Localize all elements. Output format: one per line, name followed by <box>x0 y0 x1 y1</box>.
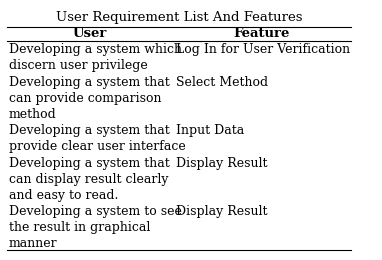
Text: Developing a system that
provide clear user interface: Developing a system that provide clear u… <box>9 124 186 153</box>
Text: Select Method: Select Method <box>176 75 268 88</box>
Text: Log In for User Verification: Log In for User Verification <box>176 43 350 56</box>
Text: User: User <box>73 27 107 40</box>
Text: Input Data: Input Data <box>176 124 244 137</box>
Text: Display Result: Display Result <box>176 205 267 218</box>
Text: Developing a system that
can display result clearly
and easy to read.: Developing a system that can display res… <box>9 157 170 202</box>
Text: User Requirement List And Features: User Requirement List And Features <box>56 11 303 24</box>
Text: Developing a system to see
the result in graphical
manner: Developing a system to see the result in… <box>9 205 182 250</box>
Text: Feature: Feature <box>234 27 290 40</box>
Text: Display Result: Display Result <box>176 157 267 170</box>
Text: Developing a system that
can provide comparison
method: Developing a system that can provide com… <box>9 75 170 121</box>
Text: Developing a system which
discern user privilege: Developing a system which discern user p… <box>9 43 182 72</box>
